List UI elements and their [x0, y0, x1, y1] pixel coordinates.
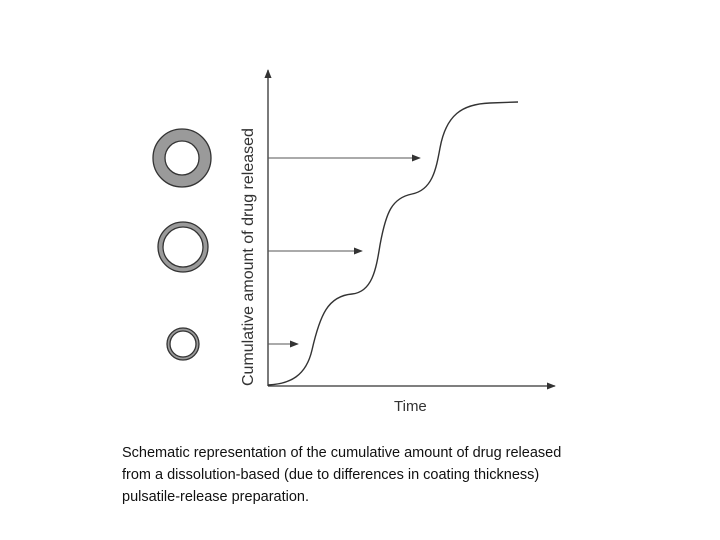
release-curve: [267, 101, 519, 386]
figure-caption: Schematic representation of the cumulati…: [122, 442, 682, 508]
y-axis-label: Cumulative amount of drug released: [240, 128, 257, 386]
pellet-thick-core: [164, 140, 200, 176]
caption-line-3: pulsatile-release preparation.: [122, 489, 309, 505]
pellet-thick-coating: [152, 128, 212, 188]
pellet-thin-core: [169, 330, 197, 358]
caption-line-2: from a dissolution-based (due to differe…: [122, 467, 540, 483]
pellet-thin-coating: [166, 327, 200, 361]
pellet-medium-core: [162, 226, 204, 268]
x-axis-label: Time: [394, 398, 427, 415]
pellet-medium-coating: [157, 221, 209, 273]
caption-line-1: Schematic representation of the cumulati…: [122, 445, 562, 461]
